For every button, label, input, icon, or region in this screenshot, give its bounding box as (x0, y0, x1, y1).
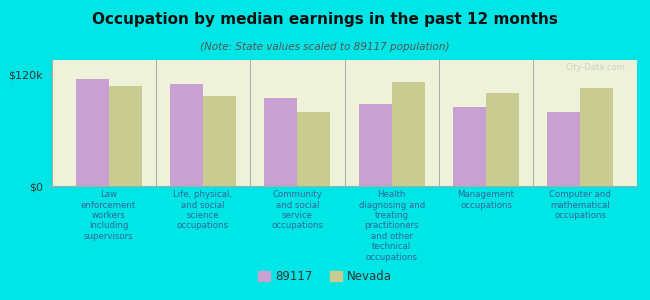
Text: Occupation by median earnings in the past 12 months: Occupation by median earnings in the pas… (92, 12, 558, 27)
Bar (486, 93, 519, 186)
Text: (Note: State values scaled to 89117 population): (Note: State values scaled to 89117 popu… (200, 42, 450, 52)
Bar (265, 98, 297, 186)
Bar (453, 107, 486, 186)
Bar (109, 85, 142, 186)
Bar (170, 84, 203, 186)
Bar (75, 79, 109, 186)
Bar (580, 88, 614, 186)
Bar (297, 112, 330, 186)
Bar (392, 82, 424, 186)
Text: City-Data.com: City-Data.com (566, 62, 625, 71)
Bar (547, 112, 580, 186)
Legend: 89117, Nevada: 89117, Nevada (254, 266, 396, 288)
Bar (203, 96, 236, 186)
Bar (359, 104, 392, 186)
